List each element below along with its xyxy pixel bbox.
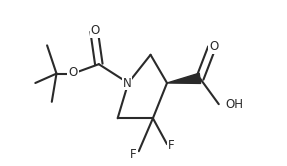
Text: O: O: [91, 24, 100, 37]
Polygon shape: [167, 73, 201, 83]
Text: F: F: [130, 148, 137, 161]
Text: F: F: [168, 139, 174, 152]
Text: N: N: [123, 77, 131, 89]
Text: O: O: [210, 40, 219, 53]
Text: O: O: [68, 66, 77, 79]
Text: OH: OH: [226, 98, 244, 111]
